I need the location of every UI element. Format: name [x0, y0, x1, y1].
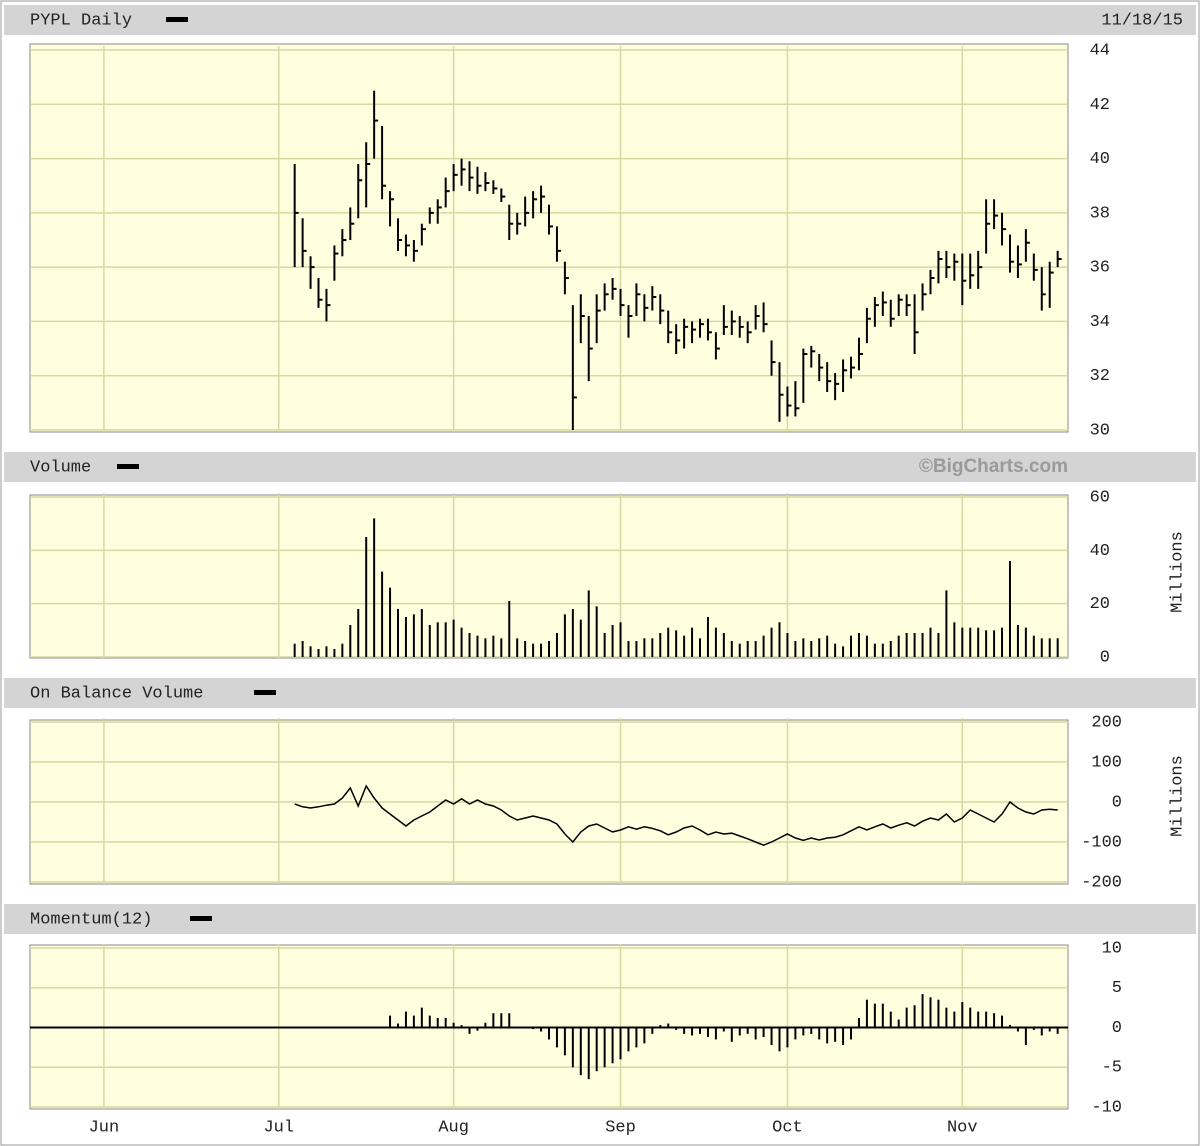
legend-swatch	[190, 916, 212, 921]
y-tick-label: 42	[1090, 96, 1110, 115]
x-tick-label: Aug	[438, 1118, 469, 1137]
y-tick-label: -10	[1091, 1098, 1122, 1117]
legend-swatch	[117, 464, 139, 469]
y-tick-label: -200	[1081, 873, 1122, 892]
y-tick-label: 100	[1091, 753, 1122, 772]
y-tick-label: 10	[1102, 939, 1122, 958]
y-tick-label: 44	[1090, 41, 1110, 60]
y-tick-label: 34	[1090, 313, 1110, 332]
y-tick-label: -100	[1081, 833, 1122, 852]
y-tick-label: 32	[1090, 367, 1110, 386]
y-tick-label: 60	[1090, 488, 1110, 507]
y-tick-label: 0	[1112, 793, 1122, 812]
y-tick-label: 20	[1090, 595, 1110, 614]
x-tick-label: Jun	[89, 1118, 120, 1137]
y-tick-label: 38	[1090, 204, 1110, 223]
header-bar	[4, 904, 1196, 934]
y-tick-label: 0	[1112, 1019, 1122, 1038]
plot-area	[29, 494, 1069, 659]
chart-date: 11/18/15	[1101, 11, 1183, 30]
y-tick-label: 36	[1090, 259, 1110, 278]
x-tick-label: Sep	[605, 1118, 636, 1137]
y-tick-label: 200	[1091, 713, 1122, 732]
header-bar	[4, 678, 1196, 708]
y-tick-label: 5	[1112, 979, 1122, 998]
header-bar	[4, 5, 1196, 35]
x-tick-label: Jul	[263, 1118, 294, 1137]
legend-swatch	[254, 690, 276, 695]
credit: ©BigCharts.com	[919, 456, 1068, 477]
legend-swatch	[166, 17, 188, 22]
x-tick-label: Oct	[772, 1118, 803, 1137]
x-tick-label: Nov	[947, 1118, 978, 1137]
y-tick-label: 30	[1090, 421, 1110, 440]
y-axis-label: Millions	[1168, 531, 1187, 613]
y-tick-label: 40	[1090, 150, 1110, 169]
obv-line	[294, 784, 1058, 847]
panel-title: On Balance Volume	[30, 684, 203, 703]
header-bar	[4, 452, 1196, 482]
y-axis-label: Millions	[1168, 755, 1187, 837]
y-tick-label: -5	[1102, 1059, 1122, 1078]
plot-area	[29, 43, 1069, 433]
y-tick-label: 40	[1090, 542, 1110, 561]
panel-title: Volume	[30, 458, 91, 477]
chart-title: PYPL Daily	[30, 11, 132, 30]
panel-title: Momentum(12)	[30, 910, 152, 929]
y-tick-label: 0	[1100, 648, 1110, 667]
